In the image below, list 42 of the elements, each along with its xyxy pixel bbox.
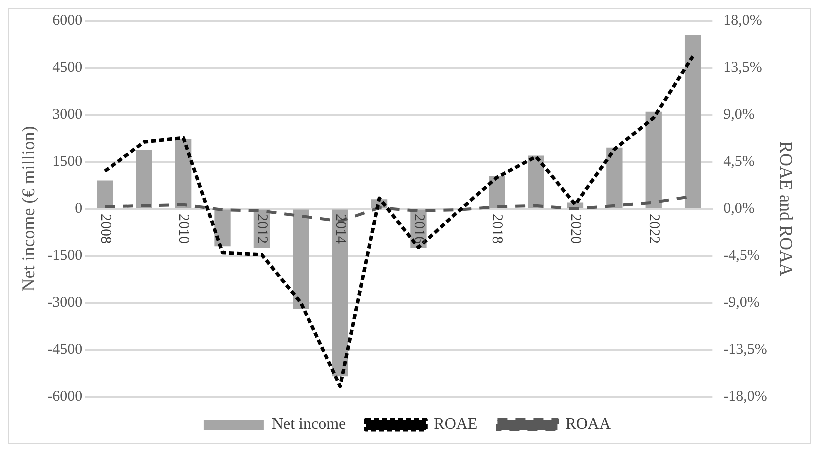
x-tick-label: 2016 xyxy=(410,214,427,244)
bar xyxy=(97,180,114,208)
y-tick-label: 6000 xyxy=(52,12,83,29)
bar xyxy=(606,148,623,208)
bar xyxy=(528,156,544,208)
y2-tick-label: -9,0% xyxy=(724,294,760,311)
x-tick-label: 2022 xyxy=(646,214,662,244)
y2-tick-label: -13,5% xyxy=(724,342,768,358)
y2-tick-label: 13,5% xyxy=(724,60,762,76)
bar xyxy=(136,150,152,208)
line-series xyxy=(103,54,695,388)
bar xyxy=(646,112,662,208)
y-axis-title: Net income (€ million) xyxy=(18,126,39,292)
bar xyxy=(214,210,231,247)
legend-label: ROAE xyxy=(434,416,478,434)
y-tick-label: 4500 xyxy=(52,60,83,76)
bar xyxy=(684,35,702,208)
x-tick-label: 2020 xyxy=(568,214,584,244)
y-tick-label: -3000 xyxy=(48,294,83,311)
y-tick-label: -4500 xyxy=(48,342,83,358)
x-tick-label: 2008 xyxy=(97,214,114,244)
x-tick-label: 2014 xyxy=(332,214,348,244)
legend-label: Net income xyxy=(272,416,346,434)
x-tick-label: 2018 xyxy=(489,214,506,244)
legend-label: ROAA xyxy=(566,416,612,434)
x-tick-label: 2010 xyxy=(176,214,192,244)
y-tick-label: -1500 xyxy=(48,248,83,264)
y2-tick-label: 0,0% xyxy=(724,200,755,217)
y2-tick-label: 9,0% xyxy=(724,106,755,123)
y-tick-label: -6000 xyxy=(48,388,83,405)
y-tick-label: 1500 xyxy=(52,154,83,170)
y-tick-label: 0 xyxy=(75,200,83,217)
y2-tick-label: -4,5% xyxy=(724,248,760,264)
bar xyxy=(293,210,310,310)
y-tick-label: 3000 xyxy=(52,106,83,123)
y2-tick-label: 18,0% xyxy=(724,12,762,29)
y2-tick-label: 4,5% xyxy=(724,154,755,170)
bar xyxy=(332,210,348,377)
x-tick-label: 2012 xyxy=(254,214,270,244)
y2-tick-label: -18,0% xyxy=(724,388,768,405)
bar xyxy=(175,139,192,208)
y2-axis-title: ROAE and ROAA xyxy=(776,142,796,276)
